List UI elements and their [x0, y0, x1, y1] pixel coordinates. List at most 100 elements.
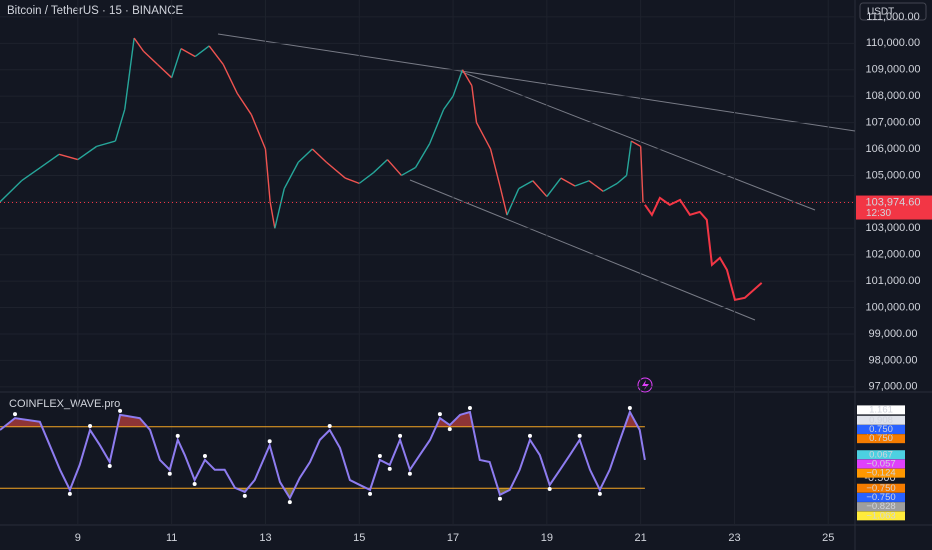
value-badge-label: −0.124 — [866, 468, 895, 479]
x-tick-label: 9 — [75, 532, 81, 544]
event-icon-bolt — [642, 380, 649, 390]
currency-button[interactable] — [859, 2, 927, 21]
trendline — [409, 179, 756, 321]
y-tick-label: 107,000.00 — [865, 117, 920, 129]
price-segment — [124, 37, 135, 110]
price-segment — [133, 37, 145, 52]
y-tick-label: 106,000.00 — [865, 143, 920, 155]
price-segment — [414, 143, 431, 168]
price-segment — [39, 153, 60, 169]
value-badge — [857, 434, 905, 444]
x-tick-label: 23 — [728, 532, 740, 544]
wave-pivot — [368, 491, 373, 496]
price-segment — [114, 109, 126, 142]
wave-pivot — [577, 433, 582, 438]
x-tick-label: 25 — [822, 532, 834, 544]
currency-label: USDT — [867, 7, 894, 18]
last-price-badge — [856, 195, 932, 220]
wave-pivot — [387, 466, 392, 471]
value-badge — [857, 405, 905, 415]
y-tick-label: 99,000.00 — [869, 328, 918, 340]
x-tick-label: 15 — [353, 532, 365, 544]
y-tick-label: 109,000.00 — [865, 64, 920, 76]
value-badge — [857, 511, 905, 521]
value-badge — [857, 502, 905, 512]
price-segment — [236, 93, 252, 116]
price-segment — [471, 85, 478, 123]
wave-pivot — [267, 439, 272, 444]
value-badge — [857, 424, 905, 434]
price-segment — [475, 122, 492, 150]
price-segment — [428, 109, 445, 145]
wave-pivot — [627, 405, 632, 410]
value-badge-label: 0.908 — [869, 415, 893, 426]
x-tick-label: 13 — [259, 532, 271, 544]
last-price-label: 103,974.60 — [865, 196, 920, 208]
event-icon[interactable] — [637, 377, 653, 393]
price-segment — [208, 45, 224, 65]
wave-pivot — [107, 463, 112, 468]
x-tick-label: 11 — [166, 532, 177, 544]
wave-pivot — [67, 491, 72, 496]
trendline — [461, 71, 816, 211]
price-segment — [602, 182, 618, 192]
price-segment — [325, 161, 346, 179]
y-tick-label: 102,000.00 — [865, 249, 920, 261]
x-tick-label: 19 — [541, 532, 553, 544]
x-tick-label: 21 — [635, 532, 647, 544]
value-badge-label: −0.057 — [866, 458, 895, 469]
wave-pivot — [192, 482, 197, 487]
price-segment — [358, 172, 374, 184]
price-segment — [157, 63, 173, 79]
trendline — [217, 33, 856, 132]
price-segment — [616, 174, 628, 184]
value-badge-label: −0.750 — [866, 483, 895, 494]
price-segment — [21, 166, 41, 182]
y-tick-label: 110,000.00 — [866, 37, 920, 49]
price-segment — [77, 145, 98, 161]
wave-pivot — [118, 408, 123, 413]
price-segment — [499, 185, 508, 216]
value-badge-label: 0.750 — [869, 424, 893, 435]
price-segment — [250, 114, 267, 150]
y-tick-label: 103,000.00 — [865, 222, 920, 234]
value-badge — [857, 492, 905, 502]
wave-pivot — [13, 412, 18, 417]
value-badge — [857, 468, 905, 478]
price-segment — [170, 48, 182, 78]
wave-pivot — [447, 427, 452, 432]
y-tick-label: 108,000.00 — [865, 90, 920, 102]
price-segment — [443, 95, 454, 110]
price-segment — [180, 48, 196, 58]
price-segment — [546, 177, 562, 198]
level-fill — [0, 411, 645, 427]
price-segment — [386, 159, 402, 176]
wave-pivot — [202, 453, 207, 458]
wave-pivot — [327, 424, 332, 429]
price-segment — [143, 50, 159, 65]
price-segment — [0, 180, 23, 203]
price-segment — [625, 141, 632, 176]
price-segment — [560, 177, 576, 187]
value-badge-label: 0.750 — [869, 433, 893, 444]
price-segment — [311, 148, 327, 163]
countdown-label: 12:30 — [866, 208, 891, 219]
price-segment — [58, 153, 79, 161]
price-segment — [401, 166, 416, 177]
value-badge-label: −0.750 — [866, 492, 895, 503]
value-badge — [857, 483, 905, 493]
wave-pivot — [407, 471, 412, 476]
price-segment — [452, 69, 464, 97]
price-segment — [222, 64, 238, 94]
price-segment — [639, 146, 644, 203]
value-badge-label: 0.067 — [869, 449, 893, 460]
wave-pivot — [497, 496, 502, 501]
symbol-title: Bitcoin / TetherUS · 15 · BINANCE — [7, 5, 184, 17]
value-badge-label: 1.161 — [869, 404, 893, 415]
price-segment — [518, 180, 534, 190]
price-segment — [274, 188, 285, 229]
indicator-title: COINFLEX_WAVE.pro — [9, 398, 120, 410]
value-badge — [857, 415, 905, 425]
price-segment — [194, 45, 210, 58]
